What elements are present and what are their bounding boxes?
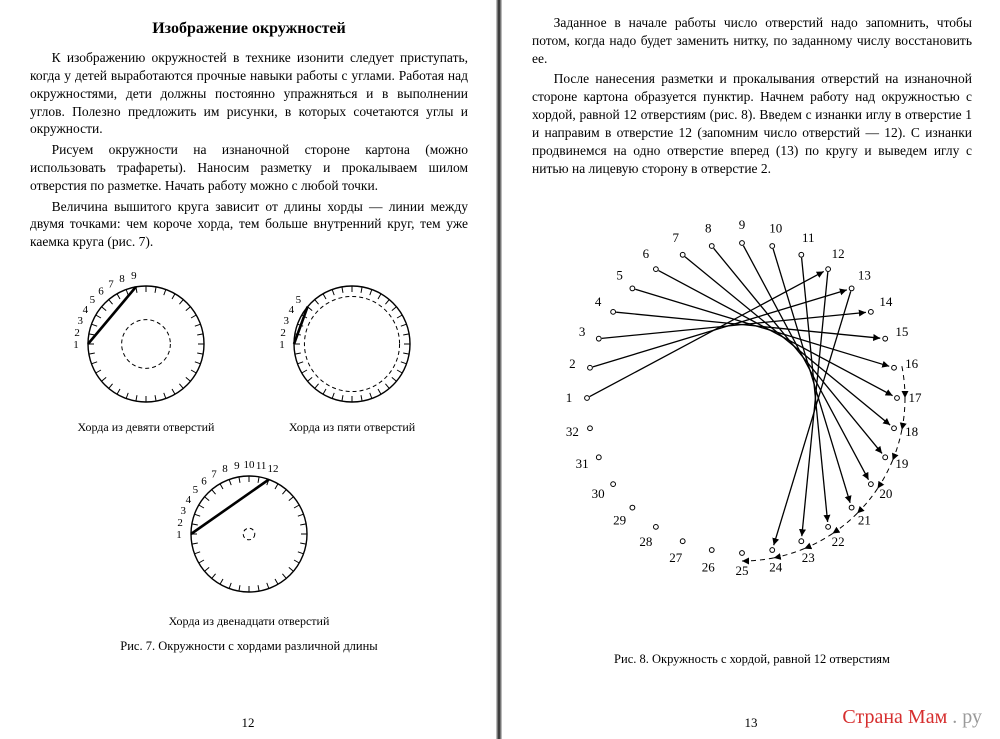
svg-text:9: 9 bbox=[739, 217, 746, 232]
svg-text:10: 10 bbox=[769, 221, 782, 236]
svg-text:7: 7 bbox=[673, 230, 680, 245]
figure-8-diagram: 1234567891011121314151617181920212223242… bbox=[532, 183, 972, 643]
svg-text:7: 7 bbox=[211, 468, 217, 480]
svg-text:17: 17 bbox=[909, 390, 923, 405]
svg-text:4: 4 bbox=[595, 294, 602, 309]
paragraph: Заданное в начале работы число отверстий… bbox=[532, 14, 972, 67]
svg-text:30: 30 bbox=[592, 486, 605, 501]
svg-text:2: 2 bbox=[74, 327, 80, 339]
paragraph: Рисуем окружности на изнаночной стороне … bbox=[30, 141, 468, 194]
diagram-caption: Хорда из девяти отверстий bbox=[78, 420, 215, 436]
svg-text:25: 25 bbox=[736, 563, 749, 578]
svg-text:4: 4 bbox=[186, 494, 192, 506]
paragraph: К изображению окружностей в технике изон… bbox=[30, 49, 468, 138]
figure-caption: Рис. 7. Окружности с хордами различной д… bbox=[120, 638, 377, 655]
svg-text:8: 8 bbox=[705, 221, 712, 236]
page-title: Изображение окружностей bbox=[30, 18, 468, 39]
svg-text:21: 21 bbox=[858, 513, 871, 528]
svg-text:18: 18 bbox=[905, 424, 918, 439]
circle-diagram-b: 12345 bbox=[262, 254, 442, 414]
svg-text:6: 6 bbox=[98, 285, 104, 297]
watermark: Страна Мам . ру bbox=[842, 706, 982, 729]
svg-text:12: 12 bbox=[267, 463, 278, 475]
svg-text:6: 6 bbox=[643, 246, 650, 261]
svg-text:3: 3 bbox=[77, 315, 83, 327]
svg-text:6: 6 bbox=[201, 475, 207, 487]
svg-text:2: 2 bbox=[177, 517, 183, 529]
svg-text:20: 20 bbox=[879, 486, 892, 501]
svg-text:13: 13 bbox=[858, 268, 871, 283]
svg-text:7: 7 bbox=[108, 278, 114, 290]
svg-text:3: 3 bbox=[180, 505, 186, 517]
circle-diagram-c: 123456789101112 bbox=[149, 440, 349, 608]
figure-caption: Рис. 8. Окружность с хордой, равной 12 о… bbox=[532, 651, 972, 668]
svg-text:8: 8 bbox=[119, 273, 125, 285]
svg-text:22: 22 bbox=[832, 534, 845, 549]
svg-text:31: 31 bbox=[576, 457, 589, 472]
svg-text:11: 11 bbox=[256, 460, 267, 472]
figure-7: 123456789 Хорда из девяти отверстий 1234… bbox=[30, 254, 468, 654]
svg-text:1: 1 bbox=[176, 529, 182, 541]
svg-text:8: 8 bbox=[222, 463, 228, 475]
svg-text:27: 27 bbox=[669, 550, 683, 565]
svg-text:4: 4 bbox=[289, 304, 295, 316]
svg-text:9: 9 bbox=[131, 270, 137, 282]
watermark-text: . ру bbox=[947, 706, 982, 728]
page-right: Заданное в начале работы число отверстий… bbox=[502, 0, 1000, 739]
svg-text:2: 2 bbox=[280, 327, 286, 339]
svg-text:5: 5 bbox=[296, 294, 302, 306]
svg-text:15: 15 bbox=[895, 324, 908, 339]
svg-text:5: 5 bbox=[616, 268, 623, 283]
circle-diagram-a: 123456789 bbox=[56, 254, 236, 414]
svg-text:26: 26 bbox=[702, 560, 716, 575]
diagram-caption: Хорда из двенадцати отверстий bbox=[169, 614, 330, 630]
page-number: 12 bbox=[0, 714, 496, 731]
book-spread: Изображение окружностей К изображению ок… bbox=[0, 0, 1000, 739]
svg-text:32: 32 bbox=[566, 424, 579, 439]
svg-text:16: 16 bbox=[905, 357, 919, 372]
svg-text:12: 12 bbox=[832, 246, 845, 261]
svg-text:5: 5 bbox=[90, 294, 96, 306]
svg-text:10: 10 bbox=[244, 459, 256, 471]
svg-text:2: 2 bbox=[569, 357, 576, 372]
watermark-text: Страна Мам bbox=[842, 706, 947, 728]
svg-text:3: 3 bbox=[283, 315, 289, 327]
svg-text:1: 1 bbox=[279, 339, 285, 351]
page-left: Изображение окружностей К изображению ок… bbox=[0, 0, 496, 739]
svg-text:9: 9 bbox=[234, 460, 240, 472]
svg-text:28: 28 bbox=[639, 534, 652, 549]
svg-text:24: 24 bbox=[769, 560, 783, 575]
svg-text:1: 1 bbox=[566, 390, 573, 405]
svg-text:23: 23 bbox=[802, 550, 815, 565]
svg-text:11: 11 bbox=[802, 230, 815, 245]
paragraph: Величина вышитого круга зависит от длины… bbox=[30, 198, 468, 251]
svg-text:14: 14 bbox=[879, 294, 893, 309]
svg-text:29: 29 bbox=[613, 513, 626, 528]
svg-text:5: 5 bbox=[193, 484, 199, 496]
svg-text:3: 3 bbox=[579, 324, 586, 339]
svg-text:4: 4 bbox=[83, 304, 89, 316]
diagram-caption: Хорда из пяти отверстий bbox=[289, 420, 415, 436]
svg-text:1: 1 bbox=[73, 339, 79, 351]
svg-text:19: 19 bbox=[895, 457, 908, 472]
paragraph: После нанесения разметки и прокалывания … bbox=[532, 70, 972, 177]
